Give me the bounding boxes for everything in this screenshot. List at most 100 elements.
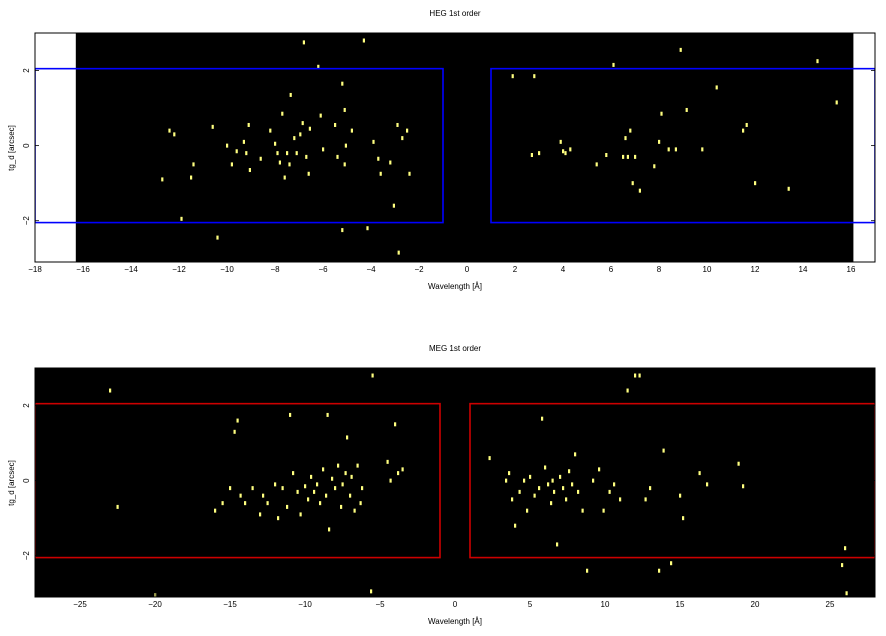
meg-point (389, 478, 392, 483)
heg-point (299, 132, 302, 137)
meg-x-tick-label: 25 (826, 600, 835, 609)
heg-point (653, 164, 656, 169)
meg-x-tick-label: −5 (375, 600, 385, 609)
meg-x-tick-label: −20 (148, 600, 162, 609)
meg-point (259, 512, 262, 517)
meg-point (505, 478, 508, 483)
meg-point (518, 489, 521, 494)
heg-point (533, 74, 536, 79)
heg-y-tick-label: −2 (22, 216, 31, 226)
meg-x-tick-label: 20 (751, 600, 760, 609)
meg-point (326, 412, 329, 417)
meg-point (322, 467, 325, 472)
heg-point (538, 151, 541, 156)
meg-x-tick-label: 0 (453, 600, 458, 609)
meg-point (239, 493, 242, 498)
heg-point (190, 175, 193, 180)
meg-point (649, 486, 652, 491)
meg-point (371, 373, 374, 378)
meg-x-tick-label: 15 (676, 600, 685, 609)
meg-point (845, 591, 848, 596)
heg-point (344, 143, 347, 148)
heg-title: HEG 1st order (429, 9, 480, 18)
meg-xlabel: Wavelength [Å] (428, 617, 482, 626)
meg-point (394, 422, 397, 427)
meg-point (266, 501, 269, 506)
heg-point (242, 139, 245, 144)
meg-point (328, 527, 331, 532)
meg-x-tick-label: −10 (298, 600, 312, 609)
heg-point (168, 128, 171, 133)
heg-point (389, 160, 392, 165)
meg-x-tick-label: −15 (223, 600, 237, 609)
meg-point (310, 474, 313, 479)
heg-point (530, 153, 533, 158)
heg-point (406, 128, 409, 133)
meg-point (556, 542, 559, 547)
heg-point (701, 147, 704, 152)
meg-point (638, 373, 641, 378)
heg-y-tick-label: 0 (22, 143, 31, 148)
heg-point (658, 139, 661, 144)
heg-x-tick-label: −8 (270, 265, 280, 274)
heg-data-background (75, 33, 854, 262)
meg-point (526, 508, 529, 513)
heg-point (631, 181, 634, 186)
heg-point (180, 216, 183, 221)
heg-point (230, 162, 233, 167)
heg-point (173, 132, 176, 137)
meg-point (841, 563, 844, 568)
meg-y-tick-label: 2 (22, 403, 31, 408)
meg-point (511, 497, 514, 502)
heg-point (343, 162, 346, 167)
heg-point (745, 122, 748, 127)
heg-point (308, 126, 311, 131)
meg-point (508, 471, 511, 476)
meg-point (109, 388, 112, 393)
meg-point (244, 501, 247, 506)
heg-point (289, 92, 292, 97)
meg-point (262, 493, 265, 498)
meg-point (292, 471, 295, 476)
heg-point (397, 250, 400, 255)
meg-point (592, 478, 595, 483)
heg-point (226, 143, 229, 148)
heg-point (667, 147, 670, 152)
meg-point (221, 501, 224, 506)
meg-region-box-2 (469, 402, 875, 559)
heg-point (396, 122, 399, 127)
heg-point (372, 139, 375, 144)
meg-point (559, 474, 562, 479)
heg-point (816, 59, 819, 64)
meg-panel: MEG 1st order Wavelength [Å] tg_d [arcse… (7, 344, 876, 626)
meg-point (529, 474, 532, 479)
heg-point (259, 156, 262, 161)
meg-x-tick-label: 5 (528, 600, 533, 609)
meg-point (286, 504, 289, 509)
meg-point (608, 489, 611, 494)
heg-point (211, 124, 214, 129)
meg-point (116, 504, 119, 509)
meg-point (341, 482, 344, 487)
meg-point (337, 463, 340, 468)
meg-point (361, 486, 364, 491)
heg-x-tick-label: −16 (76, 265, 90, 274)
meg-point (233, 429, 236, 434)
meg-point (274, 482, 277, 487)
heg-panel: HEG 1st order Wavelength [Å] tg_d [arcse… (7, 9, 876, 291)
meg-point (644, 497, 647, 502)
heg-point (674, 147, 677, 152)
meg-point (698, 471, 701, 476)
meg-point (251, 486, 254, 491)
heg-point (564, 151, 567, 156)
heg-x-tick-label: 2 (513, 265, 518, 274)
heg-x-tick-label: −10 (220, 265, 234, 274)
heg-point (754, 181, 757, 186)
heg-point (408, 171, 411, 176)
heg-plot-frame (34, 32, 876, 263)
meg-point (331, 476, 334, 481)
heg-point (679, 47, 682, 52)
heg-point (317, 64, 320, 69)
meg-point (706, 482, 709, 487)
